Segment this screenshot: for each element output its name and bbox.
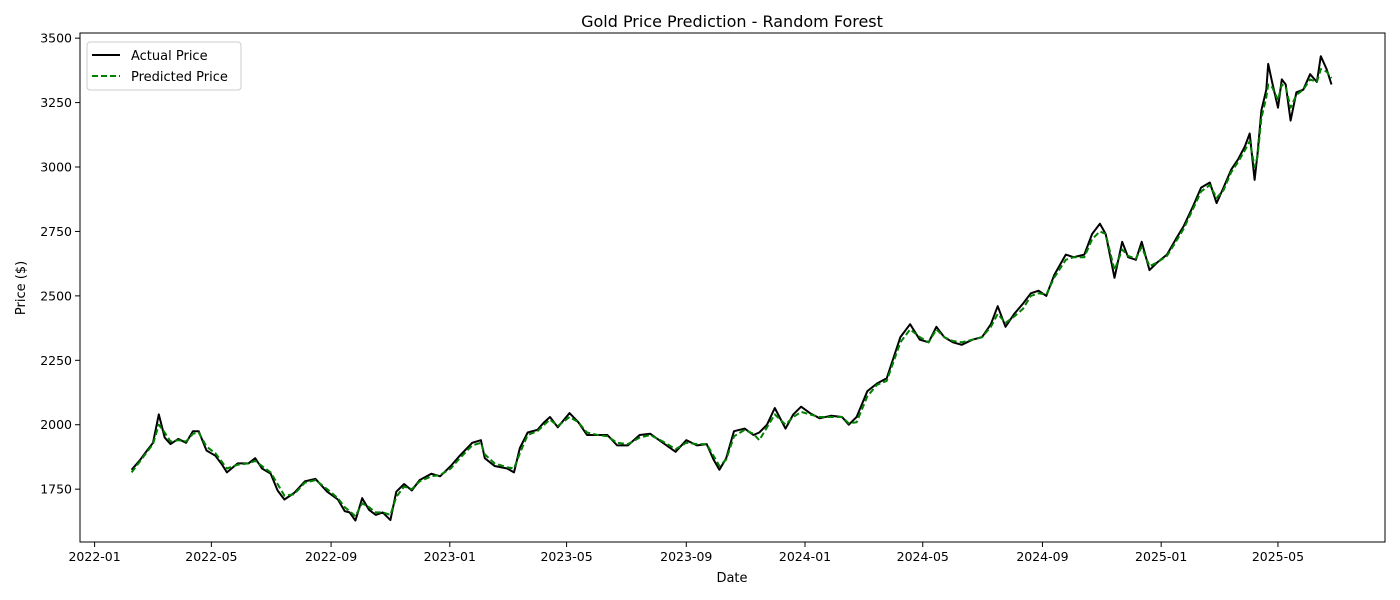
x-tick-label: 2023-05 xyxy=(540,549,592,564)
legend-label-predicted: Predicted Price xyxy=(131,70,228,85)
x-tick-label: 2025-01 xyxy=(1135,549,1187,564)
x-tick-label: 2022-01 xyxy=(68,549,120,564)
y-tick-label: 2750 xyxy=(40,224,72,239)
plot-frame xyxy=(79,32,1386,543)
x-axis-label: Date xyxy=(716,571,747,586)
y-tick-label: 2000 xyxy=(40,417,72,432)
y-tick-label: 1750 xyxy=(40,482,72,497)
x-tick-label: 2022-05 xyxy=(185,549,237,564)
y-tick-label: 2250 xyxy=(40,353,72,368)
y-tick-label: 3500 xyxy=(40,31,72,46)
x-tick-label: 2023-01 xyxy=(424,549,476,564)
x-tick-label: 2024-09 xyxy=(1016,549,1068,564)
y-tick-label: 3250 xyxy=(40,95,72,110)
chart-title: Gold Price Prediction - Random Forest xyxy=(581,12,883,31)
y-axis-label: Price ($) xyxy=(14,261,29,315)
x-tick-label: 2022-09 xyxy=(305,549,357,564)
series-layer xyxy=(130,55,1333,522)
y-tick-label: 3000 xyxy=(40,160,72,175)
y-tick-label: 2500 xyxy=(40,288,72,303)
series-line-actual-price xyxy=(130,55,1333,522)
x-tick-label: 2023-09 xyxy=(660,549,712,564)
legend-box xyxy=(86,41,242,91)
x-tick-label: 2024-01 xyxy=(779,549,831,564)
x-axis: 2022-01 2022-05 2022-09 2023-01 2023-05 2023-… xyxy=(68,542,1304,564)
legend: Actual Price Predicted Price xyxy=(86,41,242,91)
legend-label-actual: Actual Price xyxy=(131,49,208,64)
series-line-predicted-price xyxy=(130,68,1333,518)
plot-area xyxy=(79,32,1386,543)
y-axis: 1750 2000 2250 2500 2750 3000 3250 3500 xyxy=(40,31,80,497)
x-tick-label: 2024-05 xyxy=(897,549,949,564)
x-tick-label: 2025-05 xyxy=(1252,549,1304,564)
